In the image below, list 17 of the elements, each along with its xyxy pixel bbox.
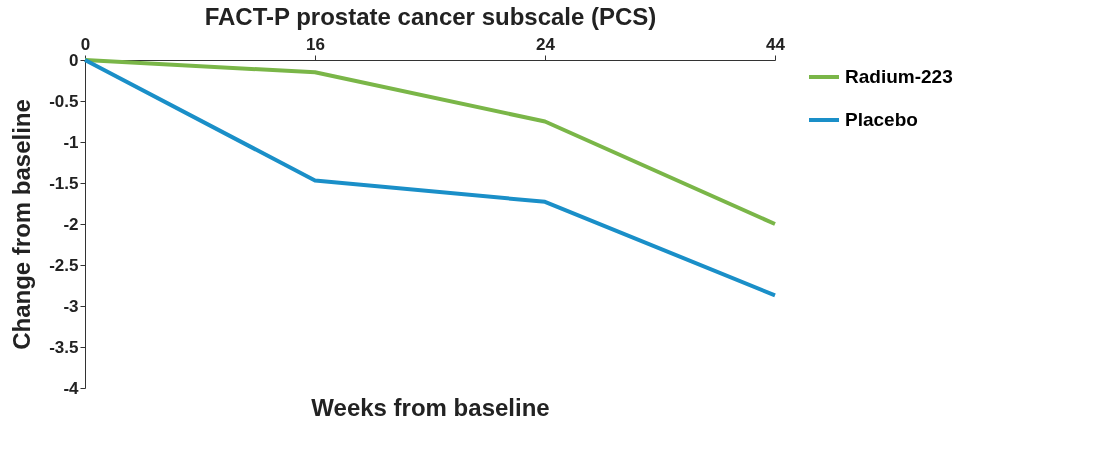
- legend-label: Radium-223: [845, 66, 953, 87]
- y-tick-label: -0.5: [49, 91, 79, 111]
- y-tick-label: -2: [63, 214, 79, 234]
- y-tick-label: -1: [63, 132, 79, 152]
- legend-label: Placebo: [845, 109, 918, 130]
- x-tick-label: 44: [766, 34, 786, 54]
- y-tick-label: -1.5: [49, 173, 79, 193]
- y-tick-label: -3.5: [49, 337, 79, 357]
- y-tick-label: -3: [63, 296, 79, 316]
- x-axis-title: Weeks from baseline: [311, 393, 550, 421]
- chart-title: FACT-P prostate cancer subscale (PCS): [204, 2, 657, 30]
- y-tick-label: -2.5: [49, 255, 79, 275]
- x-tick-label: 24: [536, 34, 556, 54]
- y-tick-label: 0: [69, 50, 79, 70]
- x-tick-label: 16: [306, 34, 325, 54]
- y-tick-label: -4: [63, 378, 80, 398]
- y-axis-title: Change from baseline: [8, 99, 36, 350]
